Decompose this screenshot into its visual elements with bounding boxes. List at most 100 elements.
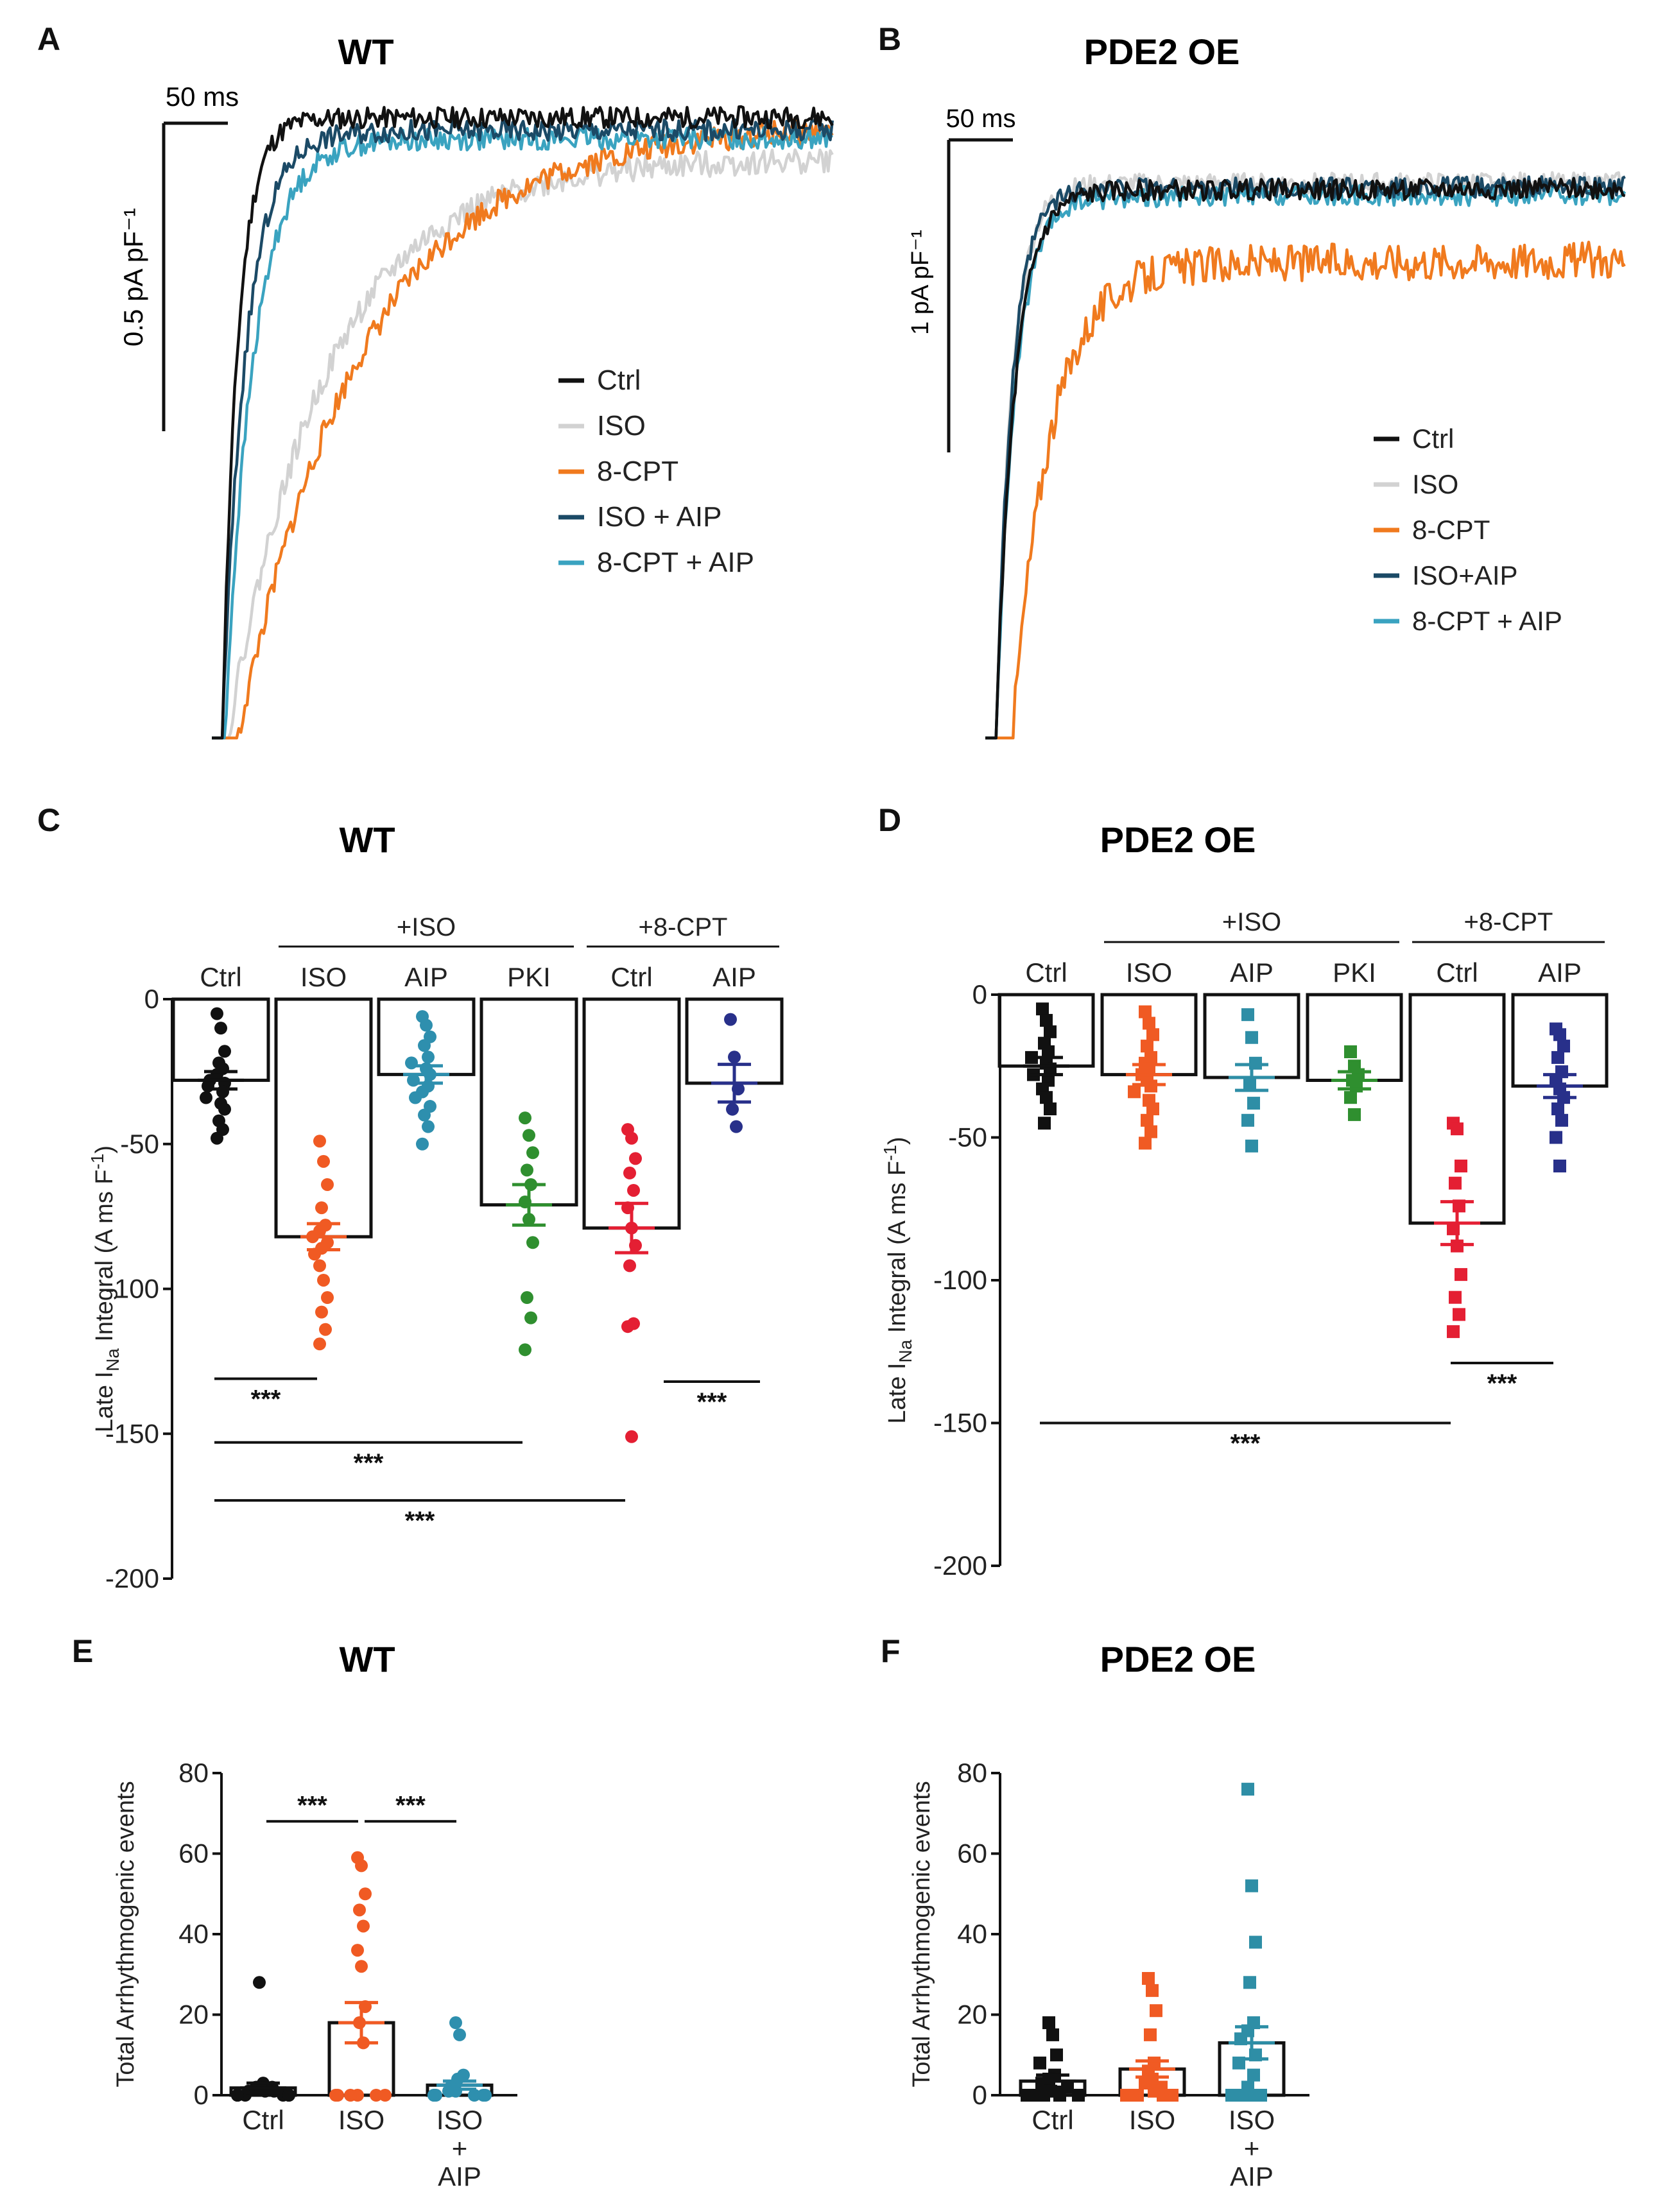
panel-a-legend: Ctrl ISO 8-CPT ISO + AIP 8-CPT + AIP [558, 364, 754, 578]
data-point [1044, 1025, 1057, 1038]
data-point [1344, 1045, 1357, 1058]
y-tick-label: -100 [105, 1274, 159, 1304]
panel-f-title: PDE2 OE [1100, 1639, 1256, 1679]
data-point [329, 2089, 342, 2102]
trace-iso [212, 148, 834, 740]
data-point [1447, 1325, 1460, 1339]
y-label-sup: -1 [87, 1154, 107, 1170]
data-point [468, 2089, 481, 2102]
data-point [319, 1323, 332, 1336]
data-point [418, 1108, 431, 1122]
data-point [218, 1102, 231, 1116]
category-label: Ctrl [1032, 2105, 1073, 2135]
panel-c-plot: 0 -50 -100 -150 -200 Late INa Integral (A ms … [87, 913, 784, 1593]
legend-label: 8-CPT + AIP [597, 547, 754, 578]
data-point [1036, 1002, 1049, 1016]
y-tick-label: -200 [105, 1563, 159, 1593]
panel-a-traces: WT 50 ms 0.5 pA pF⁻¹ Ctrl ISO 8-CPT ISO + A… [118, 31, 834, 740]
panel-letter-d: D [878, 802, 901, 838]
category-label: AIP [438, 2161, 481, 2191]
significance-label: *** [297, 1791, 327, 1819]
panel-e-plot: 0 20 40 60 80 Total Arrhythmogenic events Ctrl… [112, 1758, 517, 2191]
legend-label: ISO [597, 410, 646, 442]
data-point [1449, 1176, 1462, 1190]
legend-label: ISO+AIP [1412, 560, 1518, 590]
data-point [1553, 1160, 1566, 1172]
y-tick-label: 80 [178, 1758, 209, 1788]
y-tick-label: -100 [933, 1265, 987, 1295]
y-tick-label: 20 [178, 2000, 209, 2030]
panel-d-title: PDE2 OE [1100, 819, 1256, 860]
significance-label: *** [354, 1449, 384, 1477]
panel-d-plot: 0 -50 -100 -150 -200 Late INa Integral (A ms … [880, 908, 1609, 1581]
scale-time-label: 50 ms [946, 105, 1016, 133]
data-point [1141, 1113, 1153, 1127]
data-point [1245, 1139, 1258, 1153]
category-label: Ctrl [1025, 957, 1067, 988]
data-point [1348, 1108, 1361, 1121]
data-point [1038, 1117, 1051, 1130]
data-point [253, 1976, 266, 1989]
data-point [730, 1120, 743, 1133]
category-label: AIP [1538, 957, 1582, 988]
y-tick-label: 80 [957, 1758, 987, 1788]
data-point [282, 2089, 295, 2102]
data-point [420, 1018, 433, 1032]
data-point [1033, 2056, 1046, 2070]
data-point [521, 1163, 533, 1177]
y-axis-label: Total Arrhythmogenic events [908, 1781, 935, 2087]
y-tick-label: 60 [957, 1839, 987, 1869]
data-point [1449, 1290, 1462, 1304]
scale-time-label: 50 ms [166, 81, 239, 112]
significance-label: *** [697, 1388, 727, 1416]
data-point [1144, 1125, 1157, 1138]
category-label: Ctrl [610, 962, 652, 992]
data-point [522, 1129, 535, 1142]
panel-c-title: WT [339, 819, 395, 860]
category-label: ISO [1129, 2105, 1175, 2135]
y-tick-label: 20 [957, 2000, 987, 2030]
panel-b-title: PDE2 OE [1084, 31, 1240, 72]
legend-label: ISO + AIP [597, 501, 721, 533]
y-tick-label: 0 [972, 979, 987, 1009]
data-point [1344, 1091, 1357, 1104]
legend-label: Ctrl [597, 364, 641, 396]
panel-letter-e: E [72, 1633, 93, 1669]
trace-iso-aip [212, 117, 834, 740]
data-point [623, 1259, 636, 1273]
group-label: +8-CPT [1464, 908, 1553, 936]
trace-8-cpt [212, 118, 834, 740]
data-point [1044, 1102, 1057, 1115]
data-point [344, 2089, 357, 2102]
y-tick-label: 40 [957, 1919, 987, 1949]
data-point [353, 1903, 366, 1917]
category-label: + [452, 2133, 468, 2163]
y-tick-label: -50 [120, 1129, 159, 1159]
data-point [1046, 2028, 1059, 2041]
legend-label: 8-CPT [597, 456, 678, 487]
data-point [519, 1343, 531, 1357]
panel-b-scale-bar: 50 ms 1 pA pF⁻¹ [907, 105, 1015, 452]
legend-label: 8-CPT [1412, 515, 1490, 545]
category-label: AIP [1230, 957, 1274, 988]
y-axis-label: Late INa Integral (A ms F-1) [880, 1136, 915, 1423]
data-point [313, 1259, 326, 1273]
legend-label: 8-CPT + AIP [1412, 606, 1562, 636]
panel-d-chart: PDE2 OE 0 -50 -100 -150 -200 Late INa Integra… [880, 819, 1609, 1581]
category-label: ISO [1229, 2105, 1275, 2135]
legend-label: ISO [1412, 469, 1458, 499]
data-point [214, 1022, 227, 1035]
data-point [1150, 2004, 1162, 2018]
data-point [1040, 1091, 1053, 1104]
y-axis-label: Total Arrhythmogenic events [112, 1781, 139, 2087]
significance-label: *** [1231, 1430, 1261, 1458]
trace-8-cpt [985, 241, 1626, 740]
data-point [370, 2089, 383, 2102]
category-label: AIP [712, 962, 756, 992]
data-point [355, 1960, 368, 1973]
data-point [1120, 2089, 1133, 2102]
data-point [211, 1007, 223, 1020]
panel-letter-c: C [37, 802, 60, 838]
data-point [211, 1131, 223, 1145]
